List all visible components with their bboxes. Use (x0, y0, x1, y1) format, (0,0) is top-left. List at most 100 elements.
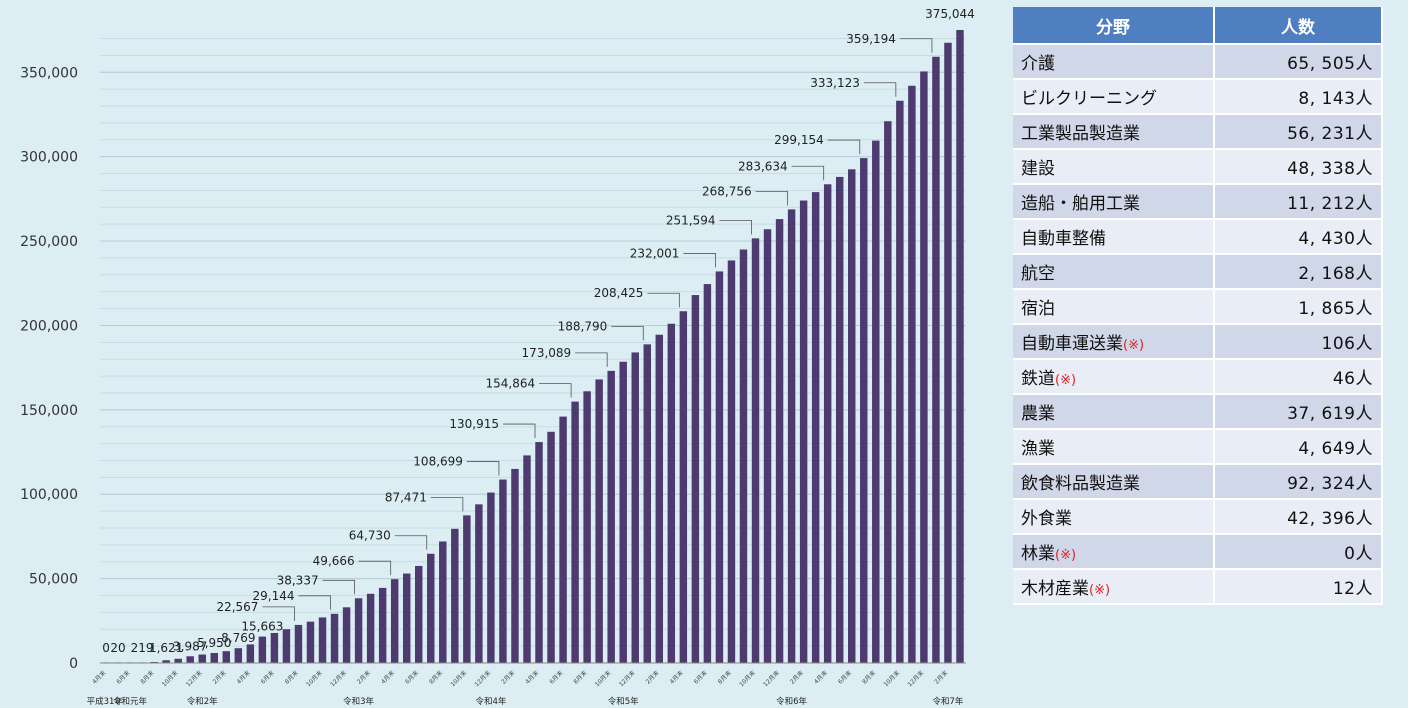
table-row: 農業 37, 619人 (1013, 395, 1383, 430)
note-mark: (※) (1055, 548, 1077, 563)
bar (174, 658, 182, 663)
bar (354, 598, 363, 663)
bar (162, 660, 170, 663)
bar (667, 323, 676, 663)
field-name: 介護 (1021, 54, 1055, 74)
field-name: 木材産業 (1021, 579, 1089, 599)
x-tick-label: 2月末 (211, 669, 228, 686)
data-label: 375,044 (925, 7, 975, 21)
bar (679, 311, 688, 663)
table-row: 飲食料品製造業 92, 324人 (1013, 465, 1383, 500)
x-group-label: 平成31年 (87, 696, 124, 707)
label-leader-line (611, 325, 644, 341)
y-tick-label: 250,000 (20, 234, 78, 250)
bar (848, 169, 856, 663)
field-name: 航空 (1021, 264, 1055, 284)
count-cell: 0人 (1215, 535, 1383, 570)
data-label: 283,634 (738, 159, 788, 173)
bar (390, 579, 399, 663)
bar (234, 648, 243, 663)
table-row: 建設 48, 338人 (1013, 150, 1383, 185)
table-row: 宿泊 1, 865人 (1013, 290, 1383, 325)
table-row: 鉄道(※) 46人 (1013, 360, 1383, 395)
bar (799, 200, 808, 663)
bar (475, 504, 483, 663)
bar (727, 260, 736, 663)
count-cell: 106人 (1215, 325, 1383, 360)
field-cell: 林業(※) (1013, 535, 1215, 570)
bar (511, 468, 519, 663)
bar (715, 271, 724, 663)
data-label: 268,756 (702, 184, 752, 198)
field-cell: 自動車整備 (1013, 220, 1215, 255)
bar (811, 192, 820, 663)
table-row: 自動車整備 4, 430人 (1013, 220, 1383, 255)
bar (451, 528, 459, 663)
table-row: 木材産業(※) 12人 (1013, 570, 1383, 605)
bar (787, 209, 796, 663)
bar (631, 352, 639, 663)
x-tick-label: 6月末 (836, 669, 853, 686)
field-cell: 工業製品製造業 (1013, 115, 1215, 150)
chart-data-labels: 0 20 2191,6213,9875,9508,76915,66322,56729… (102, 7, 975, 655)
bar (739, 249, 748, 663)
x-group-label: 令和3年 (343, 696, 374, 707)
bar (342, 607, 351, 663)
x-axis: 4月末 6月末 8月末 10月末 12月末 2月末 4月末 6月末 8月末 10月末 12月末 2月末… (87, 662, 966, 707)
data-label: 0 (102, 641, 110, 655)
bar (703, 284, 712, 663)
label-leader-line (298, 595, 331, 610)
field-name: 工業製品製造業 (1021, 124, 1140, 144)
x-tick-label: 6月末 (259, 669, 276, 686)
bar (150, 661, 158, 663)
bar (439, 541, 447, 663)
label-leader-line (430, 496, 464, 512)
label-leader-line (539, 383, 572, 398)
bar (487, 492, 495, 663)
field-name: 農業 (1021, 404, 1055, 424)
count-cell: 42, 396人 (1215, 500, 1383, 535)
bar (427, 553, 435, 663)
count-cell: 37, 619人 (1215, 395, 1383, 430)
table-row: 工業製品製造業 56, 231人 (1013, 115, 1383, 150)
data-label: 208,425 (594, 286, 644, 300)
label-leader-line (394, 535, 428, 550)
data-label: 20 (110, 641, 125, 655)
data-label: 29,144 (253, 589, 295, 603)
table-row: 林業(※) 0人 (1013, 535, 1383, 570)
y-tick-label: 100,000 (20, 487, 78, 503)
bar (402, 573, 411, 663)
x-tick-label: 2月末 (500, 669, 517, 686)
field-name: 漁業 (1021, 439, 1055, 459)
data-label: 3,987 (173, 639, 207, 653)
label-leader-line (575, 352, 608, 367)
x-tick-label: 4月末 (812, 669, 829, 686)
field-count-table: 分野 人数 介護 65, 505人 ビルクリーニング 8, 143人 工業製品製造業 56… (1013, 7, 1383, 605)
bar (691, 295, 700, 663)
bar (896, 100, 904, 664)
bar (583, 391, 591, 663)
bar (186, 656, 194, 663)
bar (607, 370, 615, 663)
bar (944, 42, 952, 663)
bar (246, 644, 255, 663)
bar (330, 613, 339, 663)
x-tick-label: 4月末 (235, 669, 252, 686)
x-tick-label: 4月末 (668, 669, 685, 686)
field-cell: 鉄道(※) (1013, 360, 1215, 395)
bar (210, 652, 218, 663)
field-cell: 航空 (1013, 255, 1215, 290)
data-label: 130,915 (449, 417, 499, 431)
bar (318, 617, 327, 663)
x-group-label: 令和元年 (113, 696, 148, 707)
count-cell: 11, 212人 (1215, 185, 1383, 220)
table-body: 介護 65, 505人 ビルクリーニング 8, 143人 工業製品製造業 56, 231人… (1013, 45, 1383, 605)
table-row: 外食業 42, 396人 (1013, 500, 1383, 535)
field-name: 鉄道 (1021, 369, 1055, 389)
field-cell: 外食業 (1013, 500, 1215, 535)
bar (655, 334, 664, 663)
label-leader-line (863, 82, 897, 97)
x-group-label: 令和5年 (608, 696, 639, 707)
table-row: 自動車運送業(※) 106人 (1013, 325, 1383, 360)
label-leader-line (466, 461, 500, 476)
